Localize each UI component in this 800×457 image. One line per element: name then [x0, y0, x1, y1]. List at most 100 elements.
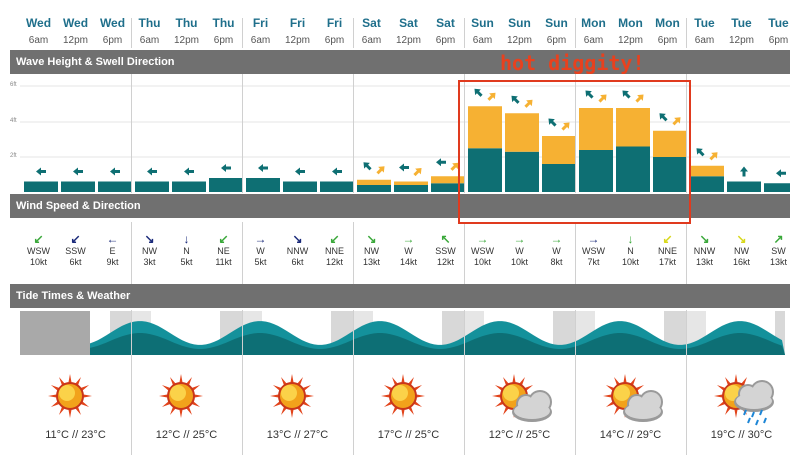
swell-direction-arrow — [740, 166, 748, 177]
day-separator — [242, 222, 243, 284]
day-separator — [575, 310, 576, 455]
wind-speed: 16kt — [732, 257, 750, 267]
column-day-label: Mon — [618, 16, 643, 30]
wave-bar-primary — [283, 181, 317, 192]
wind-cell: ↓ N 10kt — [612, 232, 649, 280]
time-column-header: Wed 12pm — [57, 0, 94, 48]
swell-direction-arrow — [776, 169, 786, 178]
column-day-label: Sat — [399, 16, 418, 30]
day-separator — [464, 74, 465, 193]
wind-arrow-icon: ↙ — [662, 232, 673, 246]
wind-speed: 11kt — [215, 257, 232, 267]
wind-cell: ↗ SW 13kt — [760, 232, 797, 280]
column-time-label: 12pm — [728, 35, 754, 46]
wave-axis-label: 6ft — [10, 82, 17, 88]
temperature-range: 13°C // 27°C — [266, 429, 329, 441]
swell-direction-arrow — [548, 118, 557, 127]
sun-icon — [353, 368, 464, 428]
temperature-range: 11°C // 23°C — [45, 429, 106, 441]
column-time-label: 6pm — [657, 35, 678, 46]
annotation-label: hot diggity! — [500, 51, 645, 75]
wind-direction: E — [109, 246, 116, 256]
day-separator — [353, 74, 354, 193]
time-column-header: Fri 6pm — [316, 0, 353, 48]
wave-bar-primary — [394, 185, 428, 192]
time-column-header: Mon 6am — [575, 0, 612, 48]
wave-bar-primary — [431, 183, 465, 192]
column-day-label: Thu — [138, 16, 161, 30]
wind-cell: ↙ WSW 10kt — [20, 232, 57, 280]
wave-section-header: Wave Height & Swell Direction — [10, 50, 790, 74]
column-day-label: Tue — [768, 16, 789, 30]
swell-direction-arrow — [561, 122, 570, 131]
tide-day-shade — [775, 311, 785, 355]
wind-speed: 6kt — [291, 257, 304, 267]
sun-icon — [20, 368, 131, 428]
wind-speed: 10kt — [510, 257, 528, 267]
wind-direction: NNW — [286, 246, 309, 256]
highlight-box — [458, 80, 691, 224]
wind-cell: ↖ SSW 12kt — [427, 232, 464, 280]
wind-cell: ↘ NNW 13kt — [686, 232, 723, 280]
wind-arrow-icon: ↓ — [183, 232, 190, 246]
column-time-label: 6am — [139, 35, 160, 46]
column-time-label: 12pm — [395, 35, 421, 46]
column-time-label: 6am — [250, 35, 271, 46]
wind-cell: ↘ NW 16kt — [723, 232, 760, 280]
day-separator — [131, 18, 132, 48]
wind-direction: WSW — [582, 246, 605, 256]
swell-direction-arrow — [436, 158, 446, 167]
column-time-label: 12pm — [617, 35, 643, 46]
wave-chart-svg — [20, 85, 790, 192]
wind-row: ↙ WSW 10kt ↙ SSW 6kt ← E 9kt ↘ NW 3kt ↓ N 5kt ↙ NE 11kt → W… — [20, 232, 787, 280]
wind-direction: NW — [142, 246, 157, 256]
wave-bar-secondary — [616, 108, 650, 147]
tide-section-title: Tide Times & Weather — [16, 290, 131, 302]
time-column-header: Mon 12pm — [612, 0, 649, 48]
day-separator — [353, 222, 354, 284]
wind-speed: 6kt — [69, 257, 82, 267]
wave-bar-primary — [24, 181, 58, 192]
temperature-range: 14°C // 29°C — [599, 429, 662, 441]
wind-arrow-icon: ↘ — [736, 232, 747, 246]
day-separator — [575, 18, 576, 48]
wind-cell: → WSW 7kt — [575, 232, 612, 280]
day-separator — [575, 222, 576, 284]
sun-cloud-icon — [464, 368, 575, 428]
column-time-label: 6am — [361, 35, 382, 46]
wind-direction: NW — [734, 246, 749, 256]
column-time-label: 12pm — [506, 35, 532, 46]
wave-bar-primary — [690, 176, 724, 192]
wind-direction: W — [515, 246, 524, 256]
wind-arrow-icon: → — [513, 232, 526, 246]
wind-arrow-icon: ↙ — [218, 232, 229, 246]
wind-cell: ↙ NNE 12kt — [316, 232, 353, 280]
wind-cell: ↘ NW 13kt — [353, 232, 390, 280]
time-column-header: Wed 6pm — [94, 0, 131, 48]
wind-speed: 13kt — [769, 257, 787, 267]
swell-direction-arrow — [585, 90, 594, 99]
wind-speed: 13kt — [695, 257, 713, 267]
sun-cloud-icon — [575, 368, 686, 428]
column-day-label: Thu — [212, 16, 235, 30]
wind-arrow-icon: → — [476, 232, 489, 246]
wave-bar-primary — [209, 178, 243, 192]
column-time-label: 6pm — [324, 35, 345, 46]
day-separator — [686, 18, 687, 48]
day-separator — [575, 74, 576, 193]
column-day-label: Fri — [252, 16, 269, 30]
wave-bar-secondary — [690, 165, 724, 177]
wind-speed: 5kt — [254, 257, 267, 267]
wind-arrow-icon: ↘ — [292, 232, 303, 246]
column-time-label: 6pm — [213, 35, 234, 46]
wind-cell: → W 14kt — [390, 232, 427, 280]
column-day-label: Sat — [436, 16, 455, 30]
weather-day-cell: 12°C // 25°C — [464, 360, 575, 452]
wave-bar-primary — [542, 164, 576, 192]
time-column-header: Sun 6am — [464, 0, 501, 48]
wind-direction: W — [256, 246, 265, 256]
time-column-header: Mon 6pm — [649, 0, 686, 48]
wind-speed: 3kt — [143, 257, 156, 267]
wind-speed: 12kt — [436, 257, 454, 267]
swell-direction-arrow — [635, 94, 644, 103]
